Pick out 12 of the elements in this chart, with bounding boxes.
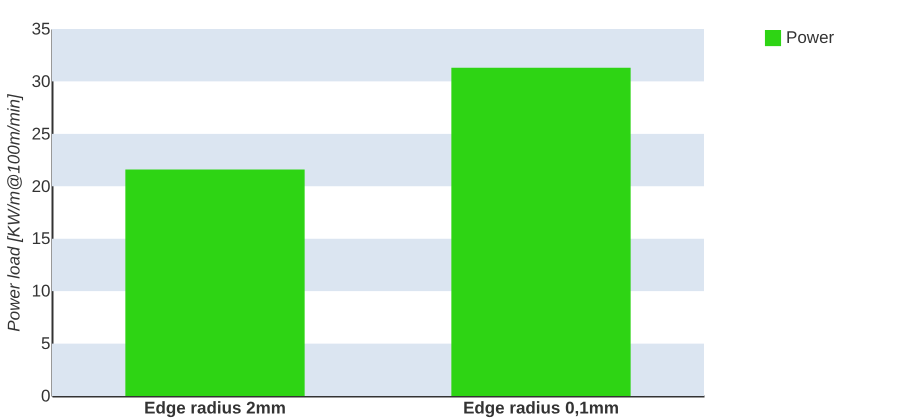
y-tick-label: 25 — [32, 124, 50, 144]
legend-label: Power — [786, 28, 835, 47]
y-tick-label: 35 — [32, 20, 50, 38]
y-tick-label: 30 — [32, 72, 50, 91]
y-axis-title: Power load [KW/m@100m/min] — [4, 93, 24, 332]
y-tick-label: 20 — [32, 176, 50, 196]
y-tick-label: 0 — [41, 386, 50, 406]
x-tick-label: Edge radius 0,1mm — [463, 398, 619, 418]
x-tick-label: Edge radius 2mm — [144, 398, 286, 418]
y-tick-label: 5 — [41, 334, 50, 354]
y-tick-label: 15 — [32, 229, 50, 248]
y-tick-label: 10 — [32, 282, 50, 301]
